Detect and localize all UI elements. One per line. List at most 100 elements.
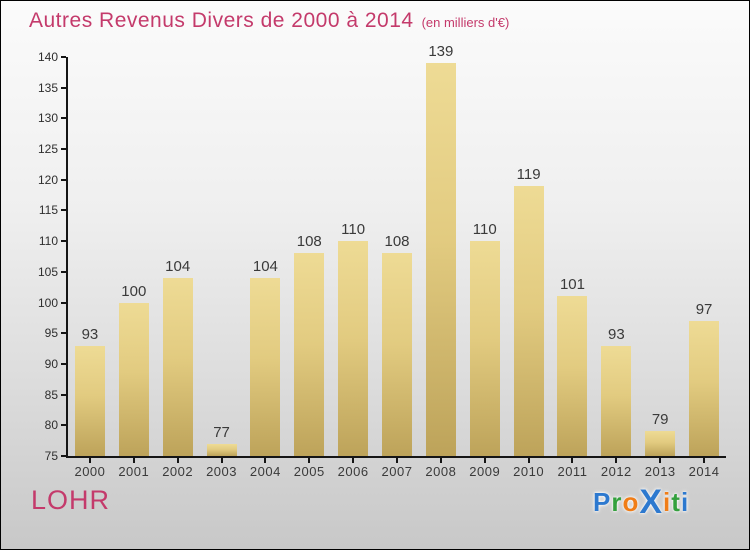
bar-2012 [601,345,632,456]
bar-2013 [645,431,676,456]
y-axis-tick [61,117,66,120]
bar-value-label: 110 [472,221,497,239]
y-axis-label: 130 [37,111,58,126]
y-axis-tick [61,332,66,335]
x-axis-tick [527,458,530,463]
bar-value-label: 93 [607,325,625,343]
y-axis-label: 95 [44,326,58,341]
y-axis-tick [61,455,66,457]
x-axis-label: 2012 [600,464,632,479]
company-name: LOHR [31,485,111,515]
x-axis-tick [439,458,442,463]
x-axis-tick [264,458,267,463]
y-axis-label: 90 [44,356,58,371]
x-axis-tick [352,458,355,463]
x-axis-label: 2004 [249,464,281,479]
bar-2010 [513,185,544,456]
x-axis-label: 2009 [469,464,501,479]
x-axis-label: 2003 [206,464,237,479]
x-axis-label: 2011 [557,464,588,479]
bar-value-label: 104 [165,258,191,275]
y-axis-tick [61,270,66,273]
y-axis-label: 105 [37,264,58,279]
bar-2014 [689,320,720,456]
y-axis-label: 120 [37,172,58,187]
x-axis-label: 2000 [74,464,106,479]
bar-2006 [338,241,369,456]
y-axis-tick [61,362,66,365]
x-axis-label: 2014 [688,464,720,479]
bar-value-label: 100 [121,282,147,300]
bar-value-label: 101 [559,276,585,294]
bar-2009 [469,241,500,456]
y-axis-label: 80 [44,418,58,433]
bar-2005 [294,253,325,456]
x-axis-tick [176,458,179,463]
bar-2007 [382,253,412,456]
x-axis-label: 2005 [293,464,325,479]
y-axis-label: 85 [44,387,58,402]
logo-letter: X [639,483,664,521]
y-axis-tick [61,148,66,151]
y-axis-label: 115 [38,203,58,218]
y-axis-tick [61,56,66,58]
x-axis-label: 2006 [337,464,369,479]
x-axis-tick [308,458,311,463]
x-axis-label: 2001 [118,464,150,479]
x-axis-tick [396,458,398,463]
x-axis-label: 2013 [644,464,676,479]
y-axis-label: 125 [37,142,58,157]
x-axis-label: 2008 [425,464,457,479]
bar-2001 [118,302,149,456]
y-axis-tick [61,424,66,427]
y-axis-label: 110 [38,234,58,249]
x-axis-label: 2010 [513,464,545,479]
logo-letter: r [611,487,623,517]
bar-2008 [425,63,456,456]
bar-2004 [250,278,281,456]
logo-letter: P [593,487,612,517]
plot-area: 75 80 85 90 95 100 105 110 115 120 125 130 135 140 93 2… [38,43,726,479]
logo-letter: o [622,487,640,517]
bar-value-label: 108 [296,233,322,251]
bar-value-label: 77 [213,423,230,441]
x-axis-tick [659,458,662,463]
x-axis-label: 2002 [162,464,194,479]
bar-2002 [162,278,193,456]
bar-2003 [206,443,237,456]
x-axis-tick [220,458,223,463]
bar-2000 [74,345,105,456]
bar-2011 [557,296,588,456]
x-axis-tick [483,458,486,463]
bar-value-label: 104 [252,258,278,275]
logo-letter: i [663,487,672,517]
proxiti-logo: ProXiti [593,481,690,521]
x-axis-tick [571,458,574,463]
x-axis-tick [615,458,618,463]
x-axis-tick [132,458,135,463]
chart-title: Autres Revenus Divers de 2000 à 2014 [29,9,414,32]
y-axis-tick [61,240,66,243]
x-axis-tick [88,458,91,463]
chart-header: Autres Revenus Divers de 2000 à 2014 (en … [29,9,509,33]
y-axis-label: 75 [44,449,58,463]
logo-letter: i [680,487,690,517]
bar-value-label: 79 [651,411,669,429]
y-axis-tick [61,301,66,304]
y-axis-label: 140 [37,50,58,64]
bar-value-label: 139 [428,43,454,61]
y-axis-tick [61,209,66,212]
logo-letter: t [671,487,681,517]
y-axis-label: 135 [37,80,58,95]
bar-value-label: 97 [695,300,713,318]
y-axis-tick [61,178,66,181]
bar-value-label: 110 [341,221,366,239]
y-axis-tick [61,393,66,396]
y-axis-label: 100 [37,295,58,310]
bar-value-label: 108 [384,233,410,251]
y-axis-tick [61,86,66,89]
x-axis-label: 2007 [381,464,413,479]
bar-value-label: 119 [516,165,541,183]
chart-subtitle: (en milliers d'€) [421,15,510,30]
